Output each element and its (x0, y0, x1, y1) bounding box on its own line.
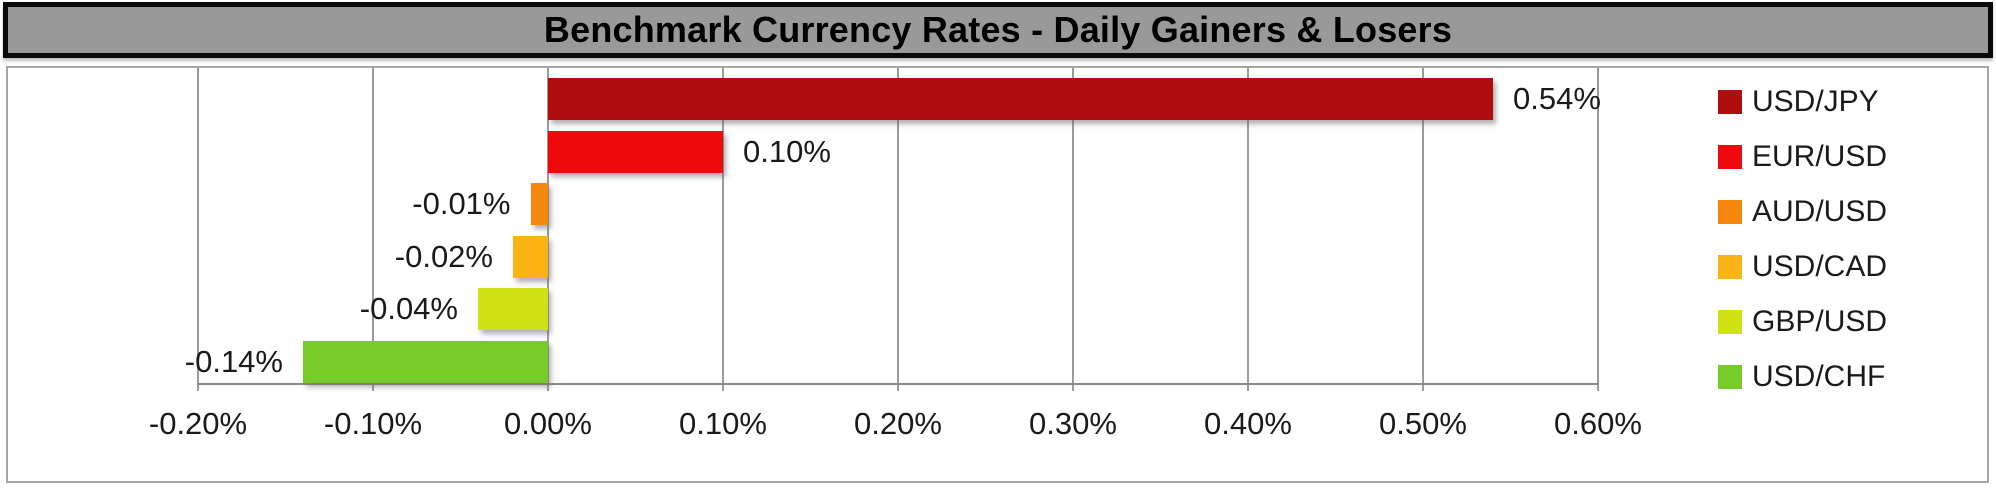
axis-tick (722, 383, 724, 391)
plot-area: -0.20% -0.10% 0.00% 0.10% 0.20% 0.30% 0.40% 0.5… (8, 68, 1987, 481)
gridline (197, 68, 199, 383)
gridline (1247, 68, 1249, 383)
axis-tick (197, 383, 199, 391)
legend-swatch (1718, 310, 1742, 334)
chart-title: Benchmark Currency Rates - Daily Gainers… (543, 9, 1453, 50)
legend-swatch (1718, 145, 1742, 169)
x-tick-label: 0.20% (854, 406, 942, 441)
bar-usd-jpy (548, 78, 1493, 120)
legend-label: GBP/USD (1752, 305, 1888, 338)
axis-tick (1072, 383, 1074, 391)
bar-gbp-usd (478, 288, 548, 330)
x-tick-label: -0.10% (323, 406, 423, 441)
category-axis-line (197, 383, 1599, 385)
gridline (722, 68, 724, 383)
gridline (1422, 68, 1424, 383)
bar-value-label: -0.14% (184, 343, 283, 379)
legend-label: USD/CAD (1752, 250, 1888, 283)
x-tick-label: 0.40% (1204, 406, 1292, 441)
gridline (1597, 68, 1599, 383)
legend-item-usd-chf: USD/CHF (1718, 360, 1885, 394)
axis-tick (372, 383, 374, 391)
x-tick-label: 0.60% (1554, 406, 1642, 441)
x-tick-label: 0.30% (1029, 406, 1117, 441)
legend-item-eur-usd: EUR/USD (1718, 140, 1887, 174)
axis-tick (547, 383, 549, 391)
legend-item-usd-cad: USD/CAD (1718, 250, 1887, 284)
legend-item-usd-jpy: USD/JPY (1718, 85, 1879, 119)
axis-tick (1247, 383, 1249, 391)
gridline (1072, 68, 1074, 383)
bar-value-label: 0.10% (743, 133, 831, 169)
legend-swatch (1718, 90, 1742, 114)
x-tick-label: 0.00% (504, 406, 592, 441)
legend-swatch (1718, 200, 1742, 224)
gridline (372, 68, 374, 383)
axis-tick (1597, 383, 1599, 391)
bar-aud-usd (530, 183, 548, 225)
axis-tick (897, 383, 899, 391)
x-tick-label: 0.10% (679, 406, 767, 441)
bar-usd-chf (303, 340, 548, 383)
x-tick-label: 0.50% (1379, 406, 1467, 441)
bar-value-label: -0.04% (359, 291, 458, 326)
legend-item-aud-usd: AUD/USD (1718, 195, 1887, 229)
bar-value-label: 0.54% (1513, 81, 1601, 116)
legend-label: USD/JPY (1752, 85, 1879, 118)
legend-label: USD/CHF (1752, 360, 1886, 393)
bar-value-label: -0.02% (394, 238, 493, 274)
chart-title-bar: Benchmark Currency Rates - Daily Gainers… (3, 2, 1993, 58)
legend-label: AUD/USD (1752, 195, 1888, 228)
gridline (897, 68, 899, 383)
legend-item-gbp-usd: GBP/USD (1718, 305, 1887, 339)
bar-usd-cad (513, 235, 548, 278)
bar-eur-usd (548, 130, 723, 173)
legend-swatch (1718, 365, 1742, 389)
bar-value-label: -0.01% (412, 186, 511, 221)
x-tick-label: -0.20% (148, 406, 248, 441)
chart-body: -0.20% -0.10% 0.00% 0.10% 0.20% 0.30% 0.40% 0.5… (6, 66, 1989, 483)
legend-label: EUR/USD (1752, 140, 1888, 173)
gridline (547, 68, 549, 383)
legend-swatch (1718, 255, 1742, 279)
axis-tick (1422, 383, 1424, 391)
